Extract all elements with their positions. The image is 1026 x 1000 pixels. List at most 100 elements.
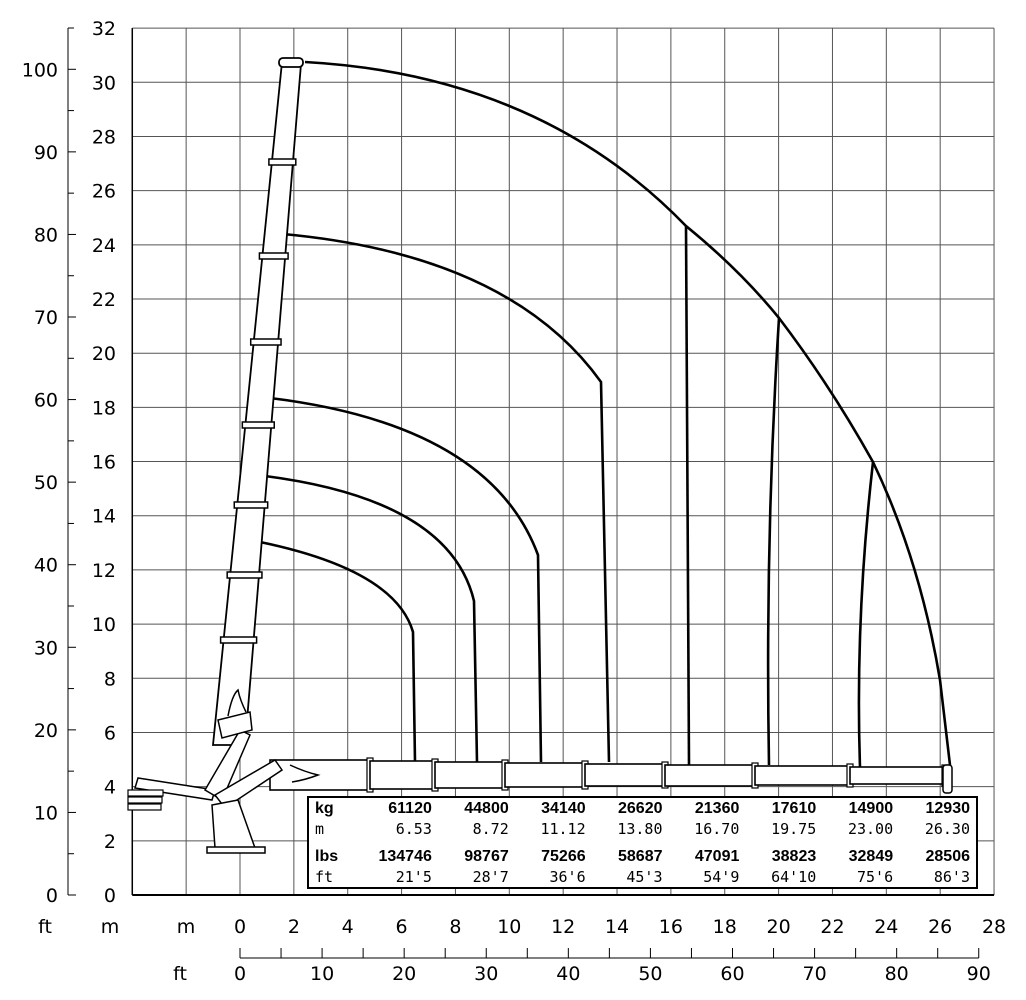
boom-section-collar	[258, 252, 289, 260]
x-tick-label-m: 24	[874, 916, 898, 938]
hook-bracket	[227, 688, 247, 717]
table-cell: 28'7	[472, 868, 509, 886]
table-cell: 12930	[925, 800, 971, 817]
x-tick-label-ft: 80	[885, 963, 909, 985]
y-tick-label-m: 24	[92, 235, 116, 257]
y-tick-label-ft: 20	[34, 720, 58, 742]
y-tick-label-ft: 80	[34, 224, 58, 246]
ft-row: ft 21'5 28'7 36'6 45'3 54'9 64'10 75'6 86'3	[309, 867, 976, 888]
y-tick-label-ft: 100	[22, 59, 58, 81]
x-tick-label-ft: 60	[720, 963, 744, 985]
load-curve-6	[766, 317, 781, 766]
x-tick-label-m: 18	[713, 916, 737, 938]
load-curve-3	[269, 396, 543, 763]
lbs-row: lbs 134746 98767 75266 58687 47091 38823 32849 2…	[309, 846, 976, 867]
jib-section	[434, 761, 506, 789]
outrigger-pad	[127, 803, 162, 811]
crane-column	[211, 799, 257, 849]
y-tick-label-m: 6	[104, 722, 116, 744]
boom-hinge	[217, 711, 253, 739]
y-tick-label-m: 2	[104, 831, 116, 853]
y-tick-label-ft: 30	[34, 637, 58, 659]
table-cell: 34140	[541, 800, 586, 817]
table-cell: 86'3	[933, 868, 970, 886]
y-tick-label-m: 30	[92, 72, 116, 94]
x-tick-label-ft: 20	[392, 963, 416, 985]
jib-section	[849, 766, 946, 785]
boom-section-collar	[226, 571, 263, 579]
jib-section	[369, 760, 436, 790]
jib-section	[664, 764, 756, 787]
boom-section-collar	[249, 338, 282, 346]
x-tick-label-m: 12	[551, 916, 575, 938]
y-tick-label-m: 28	[92, 126, 116, 148]
y-tick-label-m: 4	[104, 777, 116, 799]
x-tick-label-ft: 30	[474, 963, 498, 985]
table-row-header: kg	[315, 800, 334, 817]
y-tick-label-m: 26	[92, 181, 116, 203]
y-tick-label-m: 20	[92, 343, 116, 365]
jib-section	[584, 763, 666, 787]
table-cell: 28506	[925, 848, 971, 865]
jib-section	[504, 762, 586, 788]
x-tick-label-m: 20	[767, 916, 791, 938]
table-cell: 11.12	[540, 820, 586, 838]
boom-section-collar	[268, 158, 297, 166]
x-axis-m-unit: m	[177, 916, 196, 938]
x-tick-label-ft: 90	[967, 963, 991, 985]
y-tick-label-m: 12	[92, 560, 116, 582]
x-tick-label-m: 6	[396, 916, 408, 938]
table-cell: 75'6	[857, 868, 894, 886]
table-row-header: m	[315, 820, 325, 838]
load-table: kg 61120 44800 34140 26620 21360 17610 14900 129…	[307, 796, 978, 889]
y-tick-label-ft: 10	[34, 802, 58, 824]
y-tick-label-m: 18	[92, 397, 116, 419]
x-tick-label-ft: 70	[802, 963, 826, 985]
boom-section-collar	[233, 501, 269, 509]
y-tick-label-ft: 70	[34, 307, 58, 329]
table-cell: 32849	[848, 848, 894, 865]
x-tick-label-m: 14	[605, 916, 629, 938]
y-tick-label-m: 16	[92, 452, 116, 474]
table-cell: 6.53	[395, 820, 432, 838]
y-tick-label-m: 22	[92, 289, 116, 311]
table-cell: 17610	[771, 800, 817, 817]
table-cell: 23.00	[847, 820, 894, 838]
table-cell: 45'3	[626, 868, 663, 886]
load-curve-7	[857, 461, 875, 768]
x-tick-label-m: 0	[234, 916, 246, 938]
boom-section-collar	[219, 636, 258, 644]
x-tick-label-m: 22	[820, 916, 844, 938]
y-tick-label-m: 32	[92, 18, 116, 40]
boom-tip	[278, 57, 304, 68]
jib-hook-bracket	[289, 764, 321, 783]
kg-row: kg 61120 44800 34140 26620 21360 17610 14900 129…	[309, 798, 976, 819]
table-cell: 19.75	[771, 820, 817, 838]
y-tick-label-m: 8	[104, 668, 116, 690]
y-tick-label-ft: 0	[46, 885, 58, 907]
outrigger-pad	[127, 796, 163, 804]
table-cell: 14900	[848, 800, 894, 817]
x-tick-label-ft: 50	[638, 963, 662, 985]
max-reach-envelope	[304, 60, 952, 766]
table-cell: 61120	[388, 800, 432, 817]
table-cell: 26620	[618, 800, 663, 817]
table-cell: 13.80	[617, 820, 663, 838]
load-curve-2	[264, 474, 479, 763]
table-cell: 21'5	[395, 868, 432, 886]
table-cell: 58687	[618, 848, 663, 865]
y-tick-label-m: 10	[92, 614, 116, 636]
crane-base-plate	[206, 846, 266, 854]
table-cell: 38823	[771, 848, 817, 865]
y-tick-label-ft: 50	[34, 472, 58, 494]
table-cell: 54'9	[703, 868, 740, 886]
y-axis-ft-unit: ft	[38, 916, 52, 938]
boom-section-collar	[241, 421, 275, 429]
outrigger-pad	[127, 789, 164, 797]
stabilizer-arm	[134, 777, 216, 801]
y-tick-label-ft: 90	[34, 142, 58, 164]
x-tick-label-m: 26	[928, 916, 952, 938]
table-cell: 36'6	[549, 868, 586, 886]
x-tick-label-m: 4	[342, 916, 354, 938]
